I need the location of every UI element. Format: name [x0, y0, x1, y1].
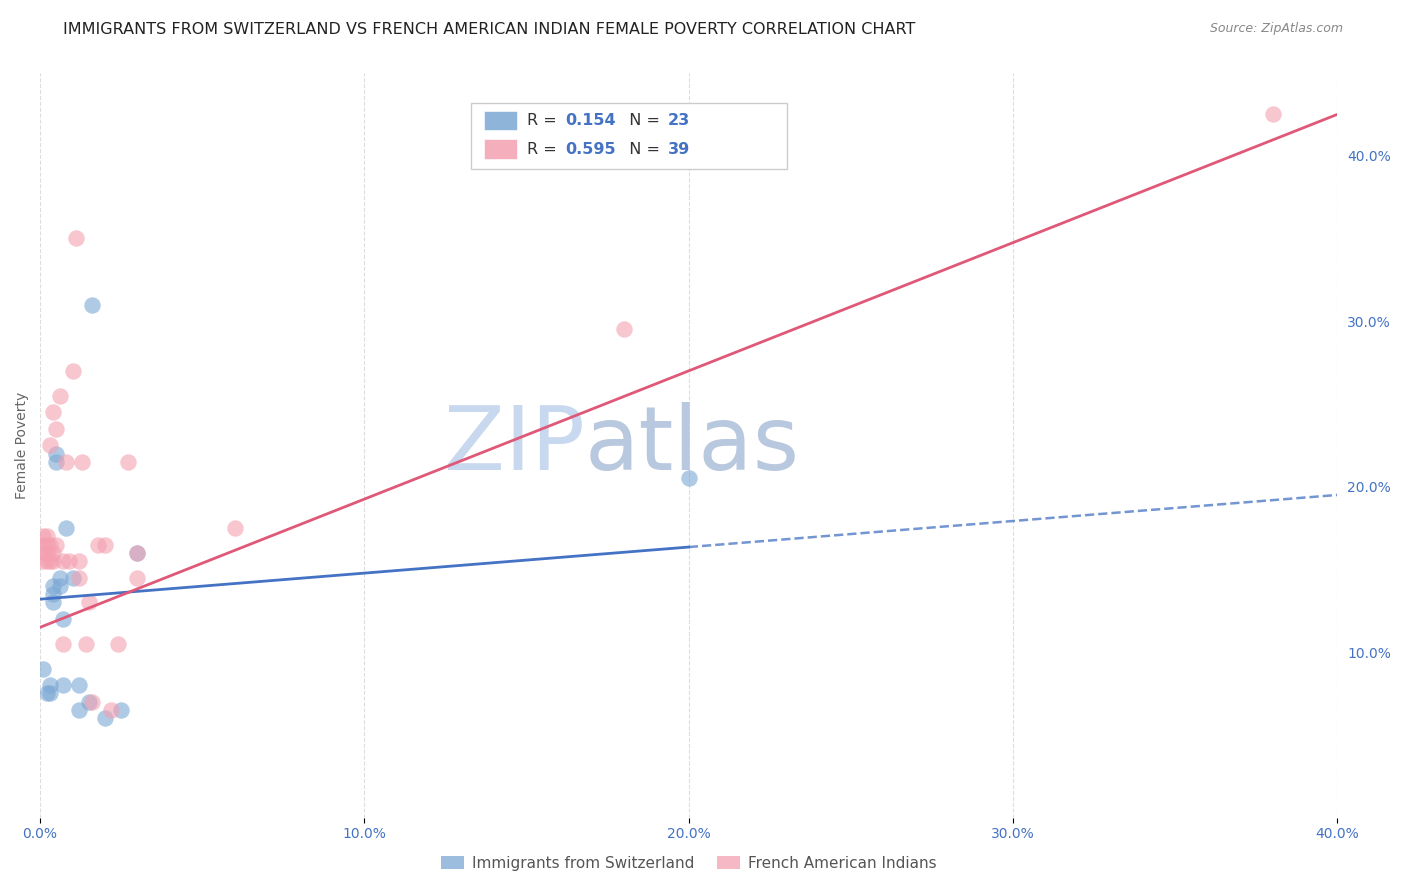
Point [45, 422, 67, 436]
Point [45, 538, 67, 552]
Point [67, 678, 90, 692]
Point [48, 571, 70, 585]
Point [58, 554, 80, 568]
Point [72, 455, 94, 469]
Text: N =: N = [619, 143, 665, 157]
Point [45, 446, 67, 460]
Legend: Immigrants from Switzerland, French American Indians: Immigrants from Switzerland, French Amer… [434, 850, 942, 877]
Text: 39: 39 [668, 143, 690, 157]
Point [55, 455, 77, 469]
Point [87, 538, 110, 552]
Point [38, 554, 60, 568]
Point [32, 529, 55, 543]
Point [48, 579, 70, 593]
Point [38, 678, 60, 692]
Point [62, 571, 84, 585]
Text: R =: R = [527, 143, 562, 157]
Point [678, 471, 700, 485]
Point [35, 686, 58, 700]
Point [127, 546, 149, 560]
Point [1261, 107, 1284, 121]
Point [55, 521, 77, 535]
Y-axis label: Female Poverty: Female Poverty [15, 392, 30, 499]
Point [52, 612, 75, 626]
Point [67, 554, 90, 568]
Point [100, 703, 122, 717]
Point [35, 538, 58, 552]
Point [42, 554, 65, 568]
Text: ZIP: ZIP [444, 401, 585, 489]
Point [80, 695, 103, 709]
Point [77, 695, 100, 709]
Point [94, 711, 117, 725]
Point [94, 538, 117, 552]
Text: 0.595: 0.595 [565, 143, 616, 157]
Point [32, 538, 55, 552]
Point [127, 571, 149, 585]
Point [42, 587, 65, 601]
Point [52, 554, 75, 568]
Point [65, 231, 87, 245]
Point [42, 405, 65, 419]
Point [38, 538, 60, 552]
Point [35, 546, 58, 560]
Point [67, 703, 90, 717]
Point [110, 703, 132, 717]
Point [38, 438, 60, 452]
Point [107, 637, 129, 651]
Point [45, 455, 67, 469]
Point [67, 571, 90, 585]
Text: 23: 23 [668, 113, 690, 128]
Point [80, 298, 103, 312]
Point [77, 595, 100, 609]
Point [48, 389, 70, 403]
Point [35, 529, 58, 543]
Point [42, 595, 65, 609]
Point [117, 455, 139, 469]
Text: IMMIGRANTS FROM SWITZERLAND VS FRENCH AMERICAN INDIAN FEMALE POVERTY CORRELATION: IMMIGRANTS FROM SWITZERLAND VS FRENCH AM… [63, 22, 915, 37]
Text: R =: R = [527, 113, 562, 128]
Point [127, 546, 149, 560]
Point [42, 546, 65, 560]
Point [35, 554, 58, 568]
Point [42, 579, 65, 593]
Point [52, 637, 75, 651]
Point [32, 546, 55, 560]
Point [32, 554, 55, 568]
Point [613, 322, 636, 336]
Point [38, 686, 60, 700]
Point [32, 662, 55, 676]
Point [224, 521, 246, 535]
Text: 0.154: 0.154 [565, 113, 616, 128]
Point [62, 364, 84, 378]
Text: N =: N = [619, 113, 665, 128]
Text: atlas: atlas [585, 401, 800, 489]
Point [52, 678, 75, 692]
Text: Source: ZipAtlas.com: Source: ZipAtlas.com [1209, 22, 1343, 36]
Point [75, 637, 97, 651]
